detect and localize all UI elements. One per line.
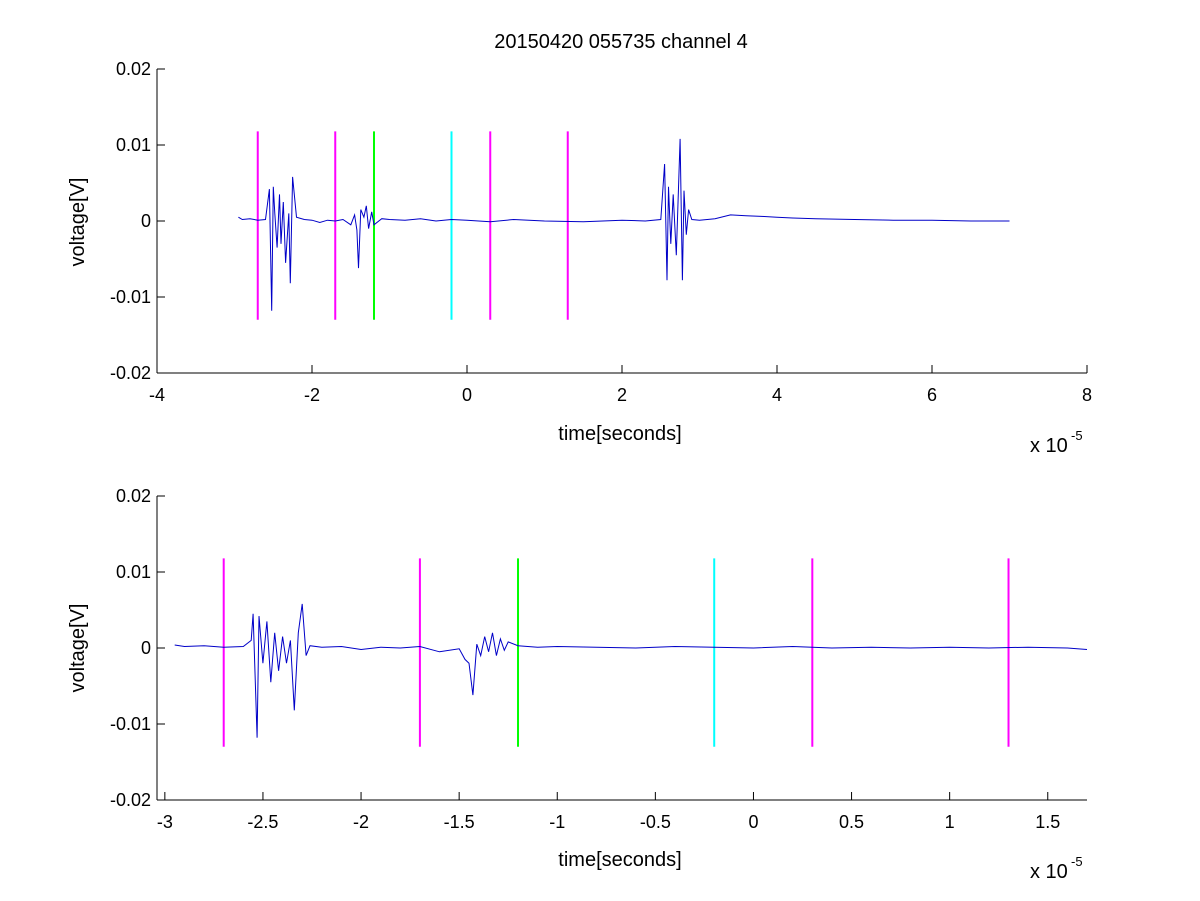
top-x-tick-label: 4 bbox=[772, 385, 782, 405]
bottom-ylabel: voltage[V] bbox=[67, 604, 89, 693]
bottom-plot: voltage[V] time[seconds] x 10 -5 -0.02 -0… bbox=[67, 486, 1088, 883]
bottom-x-tick-label: 0 bbox=[748, 812, 758, 832]
top-x-tick-label: 2 bbox=[617, 385, 627, 405]
bottom-x-multiplier: x 10 bbox=[1030, 861, 1068, 883]
bottom-y-tick-label: 0 bbox=[141, 638, 151, 658]
bottom-x-tick-label: -1 bbox=[549, 812, 565, 832]
bottom-x-tick-label: -0.5 bbox=[640, 812, 671, 832]
bottom-x-tick-label: 1 bbox=[945, 812, 955, 832]
bottom-x-multiplier-exponent: -5 bbox=[1071, 854, 1083, 869]
bottom-y-tick-label: -0.01 bbox=[110, 714, 151, 734]
bottom-y-tick-label: 0.01 bbox=[116, 562, 151, 582]
figure-title: 20150420 055735 channel 4 bbox=[494, 31, 748, 53]
top-ylabel: voltage[V] bbox=[67, 178, 89, 267]
bottom-x-tick-label: -2 bbox=[353, 812, 369, 832]
top-x-tick-label: -4 bbox=[149, 385, 165, 405]
bottom-x-tick-label: -2.5 bbox=[247, 812, 278, 832]
top-x-tick-label: 0 bbox=[462, 385, 472, 405]
top-xlabel: time[seconds] bbox=[558, 423, 681, 445]
top-x-tick-label: -2 bbox=[304, 385, 320, 405]
bottom-x-tick-label: 0.5 bbox=[839, 812, 864, 832]
top-y-tick-label: -0.01 bbox=[110, 287, 151, 307]
bottom-voltage-trace bbox=[174, 603, 1088, 738]
top-x-tick-label: 8 bbox=[1082, 385, 1092, 405]
bottom-y-tick-label: -0.02 bbox=[110, 790, 151, 810]
top-y-tick-label: 0.01 bbox=[116, 135, 151, 155]
top-voltage-trace bbox=[238, 138, 1010, 311]
top-x-multiplier: x 10 bbox=[1030, 435, 1068, 457]
top-y-tick-label: -0.02 bbox=[110, 363, 151, 383]
top-x-multiplier-exponent: -5 bbox=[1071, 428, 1083, 443]
bottom-x-tick-label: -1.5 bbox=[444, 812, 475, 832]
bottom-x-tick-label: 1.5 bbox=[1035, 812, 1060, 832]
top-plot: voltage[V] time[seconds] x 10 -5 -0.02 -0… bbox=[67, 59, 1092, 457]
top-x-tick-label: 6 bbox=[927, 385, 937, 405]
top-y-tick-label: 0.02 bbox=[116, 59, 151, 79]
bottom-x-tick-label: -3 bbox=[157, 812, 173, 832]
bottom-y-tick-label: 0.02 bbox=[116, 486, 151, 506]
bottom-xlabel: time[seconds] bbox=[558, 849, 681, 871]
top-y-tick-label: 0 bbox=[141, 211, 151, 231]
